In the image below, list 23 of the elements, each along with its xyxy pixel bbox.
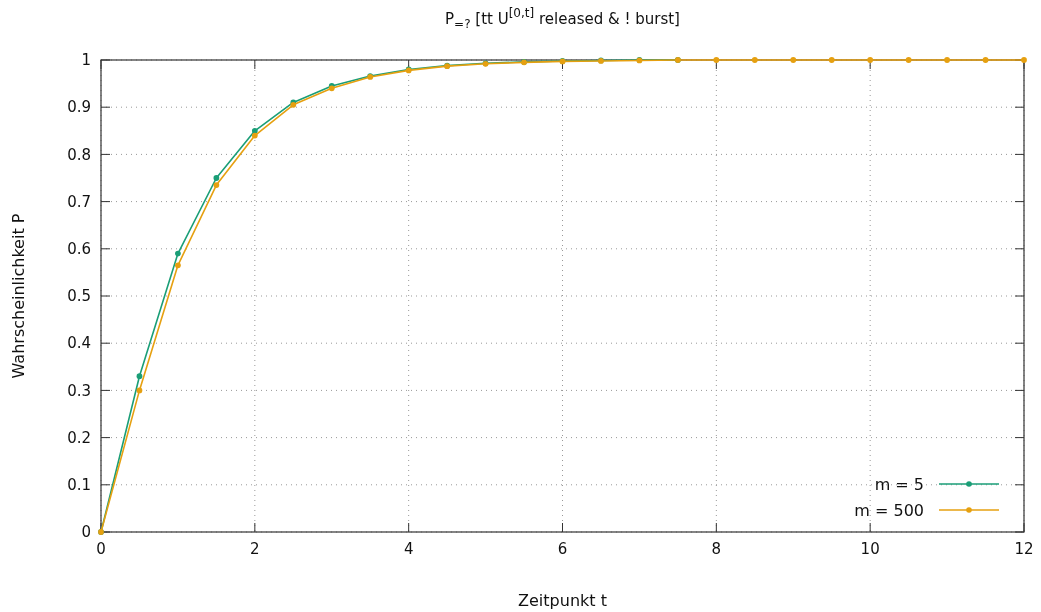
x-tick-label: 8: [711, 540, 722, 558]
y-tick-label: 0.7: [67, 192, 91, 211]
x-tick-label: 12: [1014, 540, 1034, 558]
y-tick-label: 0.2: [67, 428, 91, 447]
chart-title: P$_{=?}$ [tt U$^{[0,t]}$ released & ! burst]: [445, 6, 680, 31]
x-tick-label: 10: [860, 540, 880, 558]
y-tick-label: 0.6: [67, 240, 91, 259]
y-tick-label: 0.3: [67, 381, 91, 400]
x-tick-label: 4: [403, 540, 414, 558]
y-tick-label: 0: [81, 523, 91, 542]
y-tick-label: 0.4: [67, 334, 91, 353]
legend-label: m = 5: [874, 474, 924, 494]
y-tick-label: 0.9: [67, 98, 91, 117]
x-axis-title: Zeitpunkt t: [518, 591, 607, 610]
legend-label: m = 500: [854, 500, 924, 520]
y-tick-label: 0.5: [67, 287, 91, 306]
x-tick-label: 2: [250, 540, 260, 558]
y-tick-label: 0.1: [67, 476, 91, 495]
y-axis-title: Wahrscheinlichkeit P: [9, 213, 28, 379]
y-tick-label: 0.8: [67, 145, 91, 164]
x-tick-label: 0: [96, 540, 106, 558]
y-tick-label: 1: [81, 51, 91, 70]
x-tick-label: 6: [557, 540, 568, 558]
